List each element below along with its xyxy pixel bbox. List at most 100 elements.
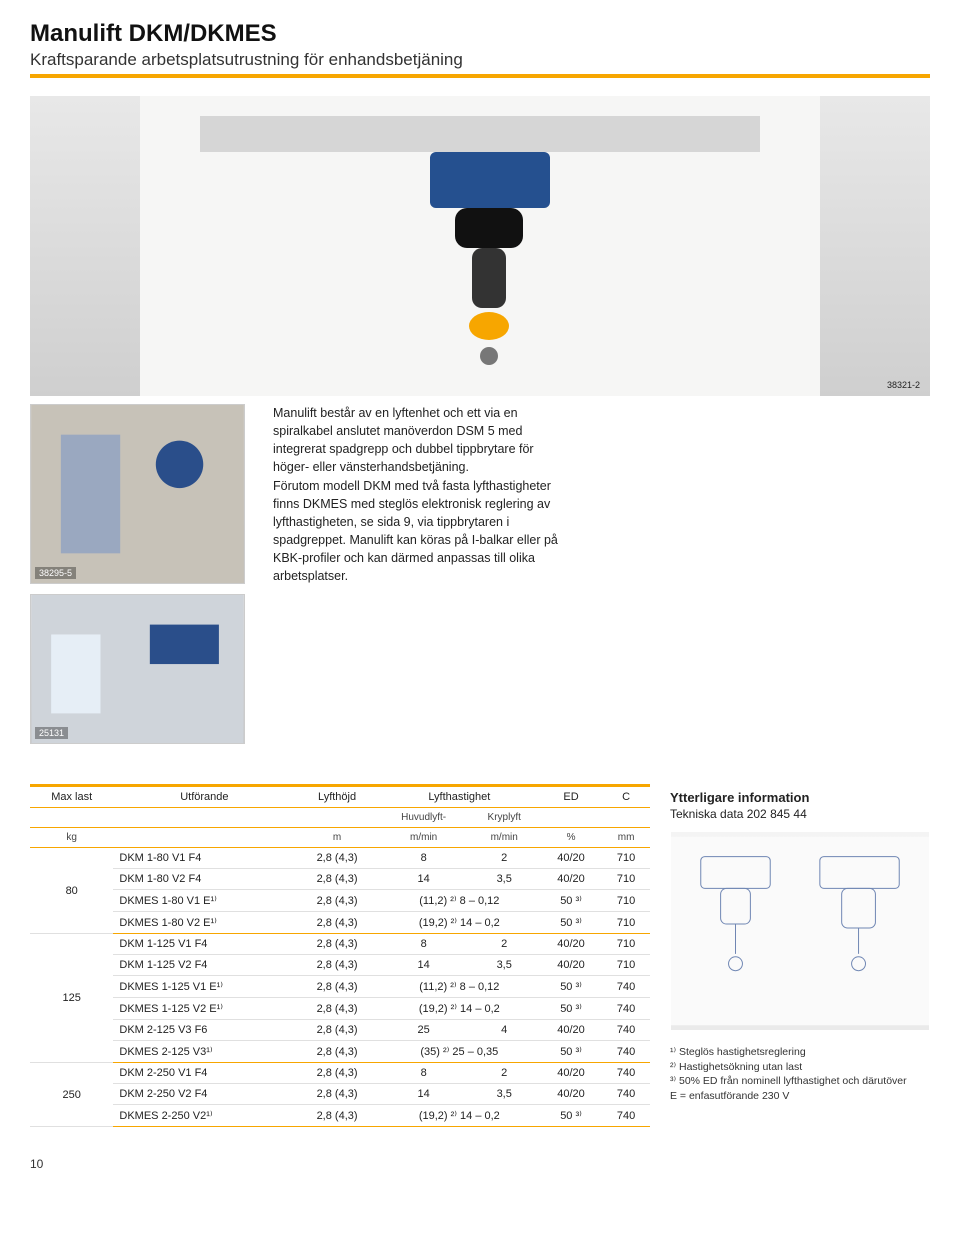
ed-cell: 50 ³⁾ <box>540 912 602 934</box>
table-row: 80DKM 1-80 V1 F42,8 (4,3)8240/20710 <box>30 848 650 869</box>
footnotes: ¹⁾ Steglös hastighetsreglering²⁾ Hastigh… <box>670 1045 930 1104</box>
c-cell: 740 <box>602 1020 650 1041</box>
speed-main-cell: 8 <box>379 848 469 869</box>
maxlast-cell: 80 <box>30 848 113 934</box>
ed-cell: 40/20 <box>540 869 602 890</box>
speed-cell: (19,2) ²⁾ 14 – 0,2 <box>379 998 540 1020</box>
speed-main-cell: 25 <box>379 1020 469 1041</box>
speed-creep-cell: 3,5 <box>469 955 540 976</box>
top-row: 38321-2 38295-5 <box>30 96 930 744</box>
hero-image: 38321-2 <box>30 96 930 396</box>
speed-main-cell: 14 <box>379 955 469 976</box>
lyfthojd-cell: 2,8 (4,3) <box>295 976 378 998</box>
col-c: C <box>602 786 650 808</box>
speed-cell: (35) ²⁾ 25 – 0,35 <box>379 1041 540 1063</box>
speed-creep-cell: 3,5 <box>469 869 540 890</box>
utforande-cell: DKMES 1-125 V1 E¹⁾ <box>113 976 295 998</box>
c-cell: 740 <box>602 1041 650 1063</box>
footnote-line: ²⁾ Hastighetsökning utan last <box>670 1060 930 1075</box>
ed-cell: 50 ³⁾ <box>540 976 602 998</box>
c-cell: 740 <box>602 976 650 998</box>
col-lyfthastighet: Lyfthastighet <box>379 786 540 808</box>
c-cell: 710 <box>602 934 650 955</box>
hero-image-id: 38321-2 <box>887 380 920 390</box>
col-maxlast: Max last <box>30 786 113 808</box>
lyfthojd-cell: 2,8 (4,3) <box>295 890 378 912</box>
table-row: DKMES 1-80 V2 E¹⁾2,8 (4,3)(19,2) ²⁾ 14 –… <box>30 912 650 934</box>
subheader-row: Huvudlyft- Kryplyft <box>30 808 650 828</box>
speed-cell: (11,2) ²⁾ 8 – 0,12 <box>379 976 540 998</box>
utforande-cell: DKM 2-125 V3 F6 <box>113 1020 295 1041</box>
c-cell: 710 <box>602 848 650 869</box>
page-title: Manulift DKM/DKMES <box>30 20 930 48</box>
lyfthojd-cell: 2,8 (4,3) <box>295 1041 378 1063</box>
technical-diagram <box>670 831 930 1031</box>
c-cell: 740 <box>602 998 650 1020</box>
ed-cell: 40/20 <box>540 1063 602 1084</box>
sub-kryp: Kryplyft <box>469 808 540 828</box>
speed-main-cell: 14 <box>379 869 469 890</box>
speed-main-cell: 8 <box>379 1063 469 1084</box>
table-row: DKMES 1-80 V1 E¹⁾2,8 (4,3)(11,2) ²⁾ 8 – … <box>30 890 650 912</box>
utforande-cell: DKMES 2-125 V3¹⁾ <box>113 1041 295 1063</box>
photo-workshop-1-id: 38295-5 <box>35 567 76 579</box>
ed-cell: 40/20 <box>540 1020 602 1041</box>
table-row: 125DKM 1-125 V1 F42,8 (4,3)8240/20710 <box>30 934 650 955</box>
speed-cell: (19,2) ²⁾ 14 – 0,2 <box>379 912 540 934</box>
lyfthojd-cell: 2,8 (4,3) <box>295 1084 378 1105</box>
maxlast-cell: 250 <box>30 1063 113 1127</box>
unit-row: kg m m/min m/min % mm <box>30 828 650 848</box>
unit-pct: % <box>540 828 602 848</box>
side-subline: Tekniska data 202 845 44 <box>670 807 930 821</box>
photo-placeholder-icon <box>31 405 244 583</box>
photo-workshop-2-id: 25131 <box>35 727 68 739</box>
side-info: Ytterligare information Tekniska data 20… <box>670 784 930 1104</box>
spec-table: Max last Utförande Lyfthöjd Lyfthastighe… <box>30 784 650 1127</box>
utforande-cell: DKM 1-125 V2 F4 <box>113 955 295 976</box>
lyfthojd-cell: 2,8 (4,3) <box>295 848 378 869</box>
body-text: Manulift består av en lyftenhet och ett … <box>273 404 563 585</box>
speed-creep-cell: 4 <box>469 1020 540 1041</box>
ed-cell: 40/20 <box>540 1084 602 1105</box>
col-lyfthojd: Lyfthöjd <box>295 786 378 808</box>
utforande-cell: DKM 1-80 V1 F4 <box>113 848 295 869</box>
col-ed: ED <box>540 786 602 808</box>
c-cell: 710 <box>602 912 650 934</box>
c-cell: 710 <box>602 955 650 976</box>
table-row: DKM 1-80 V2 F42,8 (4,3)143,540/20710 <box>30 869 650 890</box>
speed-creep-cell: 2 <box>469 1063 540 1084</box>
utforande-cell: DKMES 2-250 V2¹⁾ <box>113 1105 295 1127</box>
speed-main-cell: 14 <box>379 1084 469 1105</box>
speed-creep-cell: 2 <box>469 934 540 955</box>
c-cell: 740 <box>602 1105 650 1127</box>
speed-creep-cell: 3,5 <box>469 1084 540 1105</box>
unit-mmin2: m/min <box>469 828 540 848</box>
lyfthojd-cell: 2,8 (4,3) <box>295 1020 378 1041</box>
lyfthojd-cell: 2,8 (4,3) <box>295 869 378 890</box>
ed-cell: 40/20 <box>540 955 602 976</box>
hoist-illustration-icon <box>30 96 930 396</box>
ed-cell: 40/20 <box>540 848 602 869</box>
unit-mmin1: m/min <box>379 828 469 848</box>
col-utforande: Utförande <box>113 786 295 808</box>
table-row: DKMES 1-125 V1 E¹⁾2,8 (4,3)(11,2) ²⁾ 8 –… <box>30 976 650 998</box>
utforande-cell: DKM 1-80 V2 F4 <box>113 869 295 890</box>
left-photo-column: 38295-5 25131 <box>30 404 245 744</box>
lyfthojd-cell: 2,8 (4,3) <box>295 1105 378 1127</box>
ed-cell: 40/20 <box>540 934 602 955</box>
footnote-line: ¹⁾ Steglös hastighetsreglering <box>670 1045 930 1060</box>
header-row: Max last Utförande Lyfthöjd Lyfthastighe… <box>30 786 650 808</box>
utforande-cell: DKM 1-125 V1 F4 <box>113 934 295 955</box>
page-number: 10 <box>30 1157 930 1171</box>
photo-workshop-2: 25131 <box>30 594 245 744</box>
lyfthojd-cell: 2,8 (4,3) <box>295 934 378 955</box>
table-row: DKMES 2-250 V2¹⁾2,8 (4,3)(19,2) ²⁾ 14 – … <box>30 1105 650 1127</box>
sub-huvud: Huvudlyft- <box>379 808 469 828</box>
utforande-cell: DKMES 1-80 V1 E¹⁾ <box>113 890 295 912</box>
bottom-section: Max last Utförande Lyfthöjd Lyfthastighe… <box>30 784 930 1127</box>
unit-mm: mm <box>602 828 650 848</box>
table-row: 250DKM 2-250 V1 F42,8 (4,3)8240/20740 <box>30 1063 650 1084</box>
speed-creep-cell: 2 <box>469 848 540 869</box>
c-cell: 710 <box>602 890 650 912</box>
lyfthojd-cell: 2,8 (4,3) <box>295 998 378 1020</box>
